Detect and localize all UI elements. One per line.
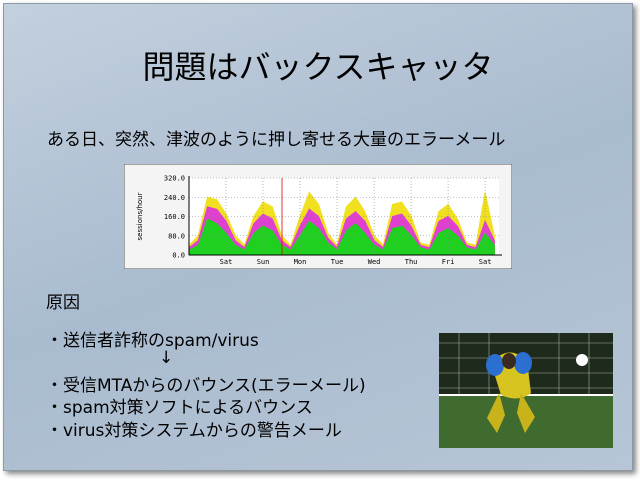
y-tick-label: 0.0 bbox=[172, 252, 185, 260]
title: 問題はバックスキャッタ bbox=[142, 48, 494, 86]
y-tick-label: 240.0 bbox=[164, 194, 185, 202]
y-tick-label: 320.0 bbox=[164, 175, 185, 183]
chart: 0.0 80.0 160.0 240.0 320.0 Sat Sun Mon Tue Wed Thu… bbox=[124, 164, 512, 269]
photo bbox=[439, 333, 613, 448]
x-tick-label: Sat bbox=[220, 258, 233, 266]
area bbox=[188, 218, 495, 256]
arrow: ↓ bbox=[159, 348, 174, 368]
slide: 問題はバックスキャッタ ある日、突然、津波のように押し寄せる大量のエラーメール … bbox=[3, 3, 633, 471]
bullet: ・spam対策ソフトによるバウンス bbox=[46, 398, 313, 418]
cause-heading: 原因 bbox=[46, 293, 80, 313]
bullet: ・受信MTAからのバウンス(エラーメール) bbox=[46, 376, 366, 396]
x-tick-label: Thu bbox=[405, 258, 418, 266]
x-tick-label: Wed bbox=[368, 258, 381, 266]
bullet: ・virus対策システムからの警告メール bbox=[46, 421, 342, 441]
x-tick-label: Mon bbox=[294, 258, 307, 266]
x-tick-label: Fri bbox=[442, 258, 455, 266]
x-tick-label: Sat bbox=[479, 258, 492, 266]
bullet: ・送信者詐称のspam/virus bbox=[46, 331, 259, 351]
y-tick-label: 80.0 bbox=[168, 232, 185, 240]
x-tick-label: Tue bbox=[331, 258, 344, 266]
subtitle: ある日、突然、津波のように押し寄せる大量のエラーメール bbox=[47, 130, 506, 150]
y-tick-label: 160.0 bbox=[164, 213, 185, 221]
y-axis-label: sessions/hour bbox=[136, 192, 144, 240]
x-tick-label: Sun bbox=[257, 258, 270, 266]
